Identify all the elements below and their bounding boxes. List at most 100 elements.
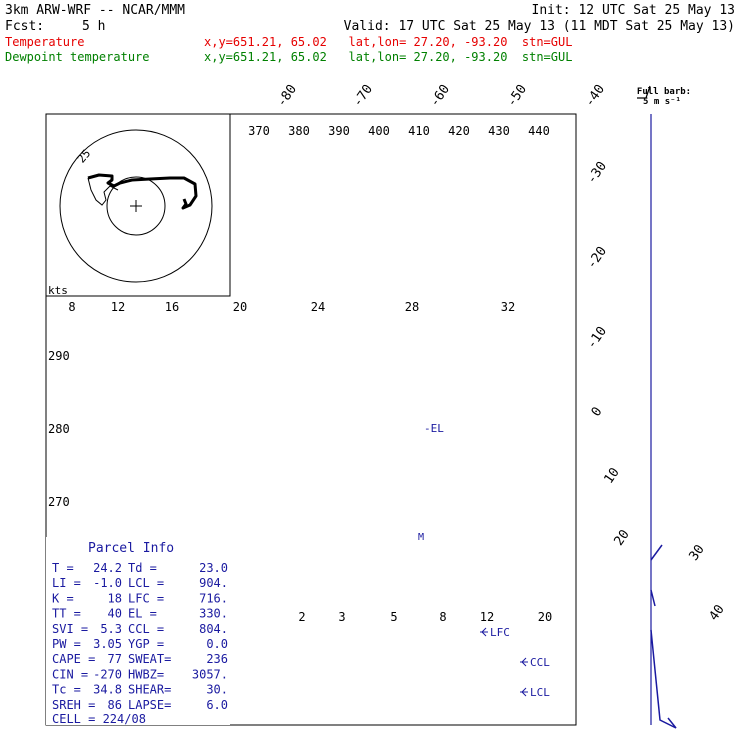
valid-time: Valid: 17 UTC Sat 25 May 13 (11 MDT Sat … xyxy=(344,19,735,34)
isotherm-label: 0 xyxy=(589,404,606,419)
isotherm-label: -10 xyxy=(584,324,610,352)
init-time: Init: 12 UTC Sat 25 May 13 xyxy=(532,3,736,18)
parcel-info-cell: YGP = xyxy=(128,637,164,651)
speed-tick-label: 8 xyxy=(68,300,75,314)
parcel-info-cell: 804. xyxy=(199,622,228,636)
m-label: M xyxy=(418,532,424,543)
parcel-info-title: Parcel Info xyxy=(88,541,174,556)
model-title: 3km ARW-WRF -- NCAR/MMM xyxy=(5,3,185,18)
parcel-info-cell: Td = xyxy=(128,561,157,575)
parcel-info-cell: PW = xyxy=(52,637,81,651)
parcel-info-cell: 77 xyxy=(108,652,122,666)
parcel-info-cell: 30. xyxy=(206,683,228,697)
isotherm-label: 20 xyxy=(611,527,632,548)
parcel-info-cell: HWBZ= xyxy=(128,667,164,681)
parcel-info-cell: CIN = xyxy=(52,667,88,681)
parcel-info-cell: -1.0 xyxy=(93,576,122,590)
theta-label: 370 xyxy=(248,124,270,138)
parcel-cell: CELL = 224/08 xyxy=(52,712,146,726)
lfc-label: LFC xyxy=(490,626,510,639)
theta-label: 430 xyxy=(488,124,510,138)
forecast-label: Fcst: xyxy=(5,19,44,34)
speed-tick-label: 32 xyxy=(501,300,515,314)
speed-tick-label: 12 xyxy=(111,300,125,314)
parcel-info-cell: 236 xyxy=(206,652,228,666)
barb-legend-line2: 5 m s⁻¹ xyxy=(643,97,681,107)
mixing-ratio-label: 5 xyxy=(390,610,397,624)
speed-tick-label: 24 xyxy=(311,300,325,314)
parcel-info-cell: 3.05 xyxy=(93,637,122,651)
mixing-ratio-label: 20 xyxy=(538,610,552,624)
parcel-info-cell: SWEAT= xyxy=(128,652,171,666)
parcel-info-cell: SVI = xyxy=(52,622,88,636)
theta-left-label: 270 xyxy=(48,495,70,509)
barb-legend-icon xyxy=(637,85,651,99)
legend-temperature-info: x,y=651.21, 65.02 lat,lon= 27.20, -93.20… xyxy=(204,35,572,49)
speed-tick-label: 16 xyxy=(165,300,179,314)
mixing-ratio-label: 3 xyxy=(338,610,345,624)
parcel-info-cell: T = xyxy=(52,561,74,575)
hodograph-ring-inner xyxy=(106,176,166,236)
parcel-info-cell: CAPE = xyxy=(52,652,95,666)
parcel-info-cell: 23.0 xyxy=(199,561,228,575)
kts-label: kts xyxy=(48,284,68,297)
parcel-info-cell: 18 xyxy=(108,591,122,605)
parcel-info-cell: SHEAR= xyxy=(128,683,171,697)
isotherm-label: -70 xyxy=(350,82,376,110)
speed-tick-label: 28 xyxy=(405,300,419,314)
isotherm-label: 10 xyxy=(601,465,622,486)
isotherm-label: -60 xyxy=(427,82,453,110)
hodograph: 25 kts xyxy=(45,113,231,297)
legend-dewpoint-info: x,y=651.21, 65.02 lat,lon= 27.20, -93.20… xyxy=(204,50,572,64)
legend-dewpoint-name: Dewpoint temperature xyxy=(5,50,150,64)
mixing-ratio-label: 12 xyxy=(480,610,494,624)
ccl-label: CCL xyxy=(530,656,550,669)
el-label: -EL xyxy=(424,422,444,435)
parcel-info-cell: 6.0 xyxy=(206,698,228,712)
parcel-info-cell: LCL = xyxy=(128,576,164,590)
parcel-info-box: Parcel Info T = 24.2 Td = 23.0 LI = -1.0 LCL =… xyxy=(46,537,230,726)
parcel-info-cell: Tc = xyxy=(52,683,81,697)
lcl-label: LCL xyxy=(530,686,550,699)
isotherm-label: -80 xyxy=(274,82,300,110)
parcel-info-cell: SREH = xyxy=(52,698,95,712)
parcel-info-cell: 0.0 xyxy=(206,637,228,651)
theta-label: 390 xyxy=(328,124,350,138)
parcel-info-cell: 40 xyxy=(108,607,122,621)
hodograph-ring-outer xyxy=(59,129,213,283)
parcel-info-cell: 3057. xyxy=(192,667,228,681)
parcel-info-cell: 86 xyxy=(108,698,122,712)
parcel-info-cell: 5.3 xyxy=(100,622,122,636)
isotherm-label: -30 xyxy=(584,159,610,187)
legend-temperature-name: Temperature xyxy=(5,35,84,49)
theta-left-label: 280 xyxy=(48,422,70,436)
isotherm-label: 30 xyxy=(686,542,707,563)
theta-label: 440 xyxy=(528,124,550,138)
hodograph-trace-thin xyxy=(87,177,119,206)
parcel-info-cell: -270 xyxy=(93,667,122,681)
parcel-info-cell: CCL = xyxy=(128,622,164,636)
parcel-info-cell: LI = xyxy=(52,576,81,590)
hodograph-center-mark xyxy=(130,200,142,212)
parcel-info-cell: LFC = xyxy=(128,591,164,605)
parcel-info-cell: 716. xyxy=(199,591,228,605)
isotherm-label: 40 xyxy=(706,602,727,623)
theta-label: 410 xyxy=(408,124,430,138)
parcel-info-cell: K = xyxy=(52,591,74,605)
parcel-info-cell: EL = xyxy=(128,607,157,621)
theta-label: 420 xyxy=(448,124,470,138)
parcel-info-cell: 904. xyxy=(199,576,228,590)
barb-legend-line1: Full barb: xyxy=(637,87,691,97)
parcel-info-cell: LAPSE= xyxy=(128,698,171,712)
hodograph-trace xyxy=(87,173,198,210)
theta-label: 400 xyxy=(368,124,390,138)
lower-wind-barbs xyxy=(650,544,677,729)
mixing-ratio-label: 8 xyxy=(439,610,446,624)
mixing-ratio-label: 2 xyxy=(298,610,305,624)
speed-tick-label: 20 xyxy=(233,300,247,314)
parcel-info-cell: 330. xyxy=(199,607,228,621)
parcel-info-cell: 34.8 xyxy=(93,683,122,697)
isotherm-label: -40 xyxy=(582,82,608,110)
level-arrows xyxy=(480,627,528,697)
